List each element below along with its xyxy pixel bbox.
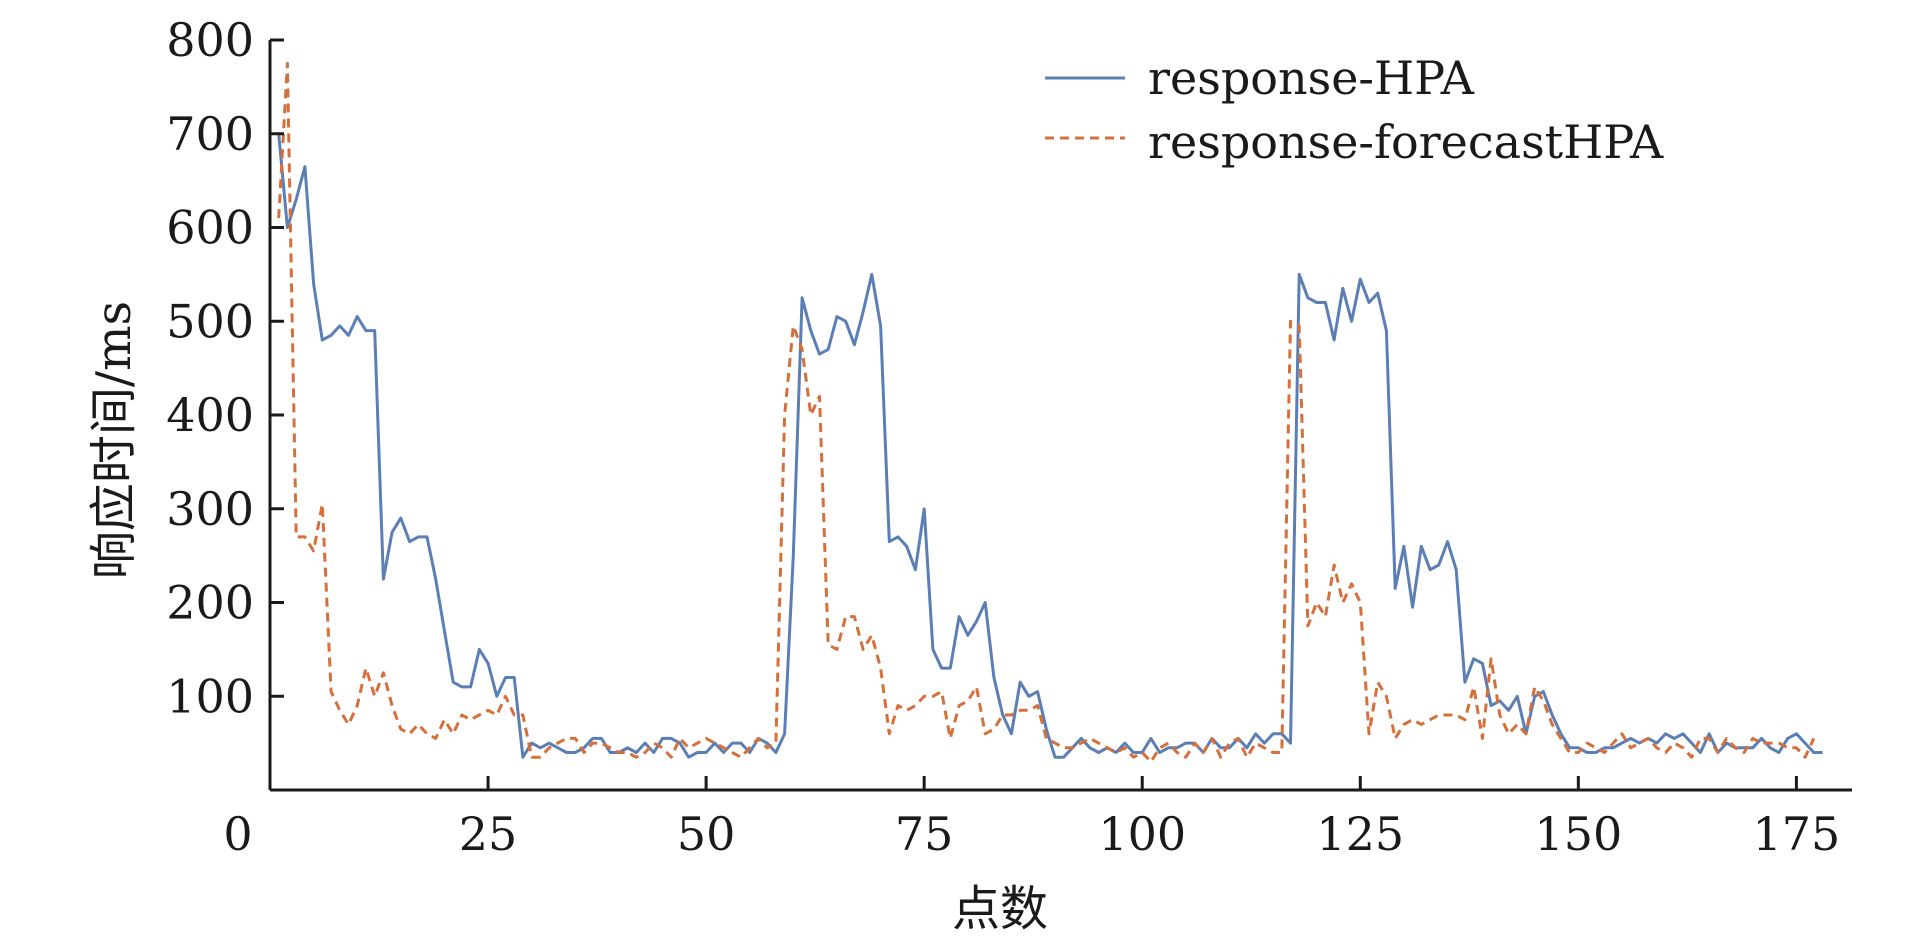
y-tick-label: 600 bbox=[166, 201, 254, 255]
plot-lines bbox=[277, 61, 1823, 764]
x-tick-label: 25 bbox=[459, 807, 518, 861]
x-tick-label: 125 bbox=[1316, 807, 1404, 861]
x-tick-label: 0 bbox=[223, 807, 252, 861]
x-tick-label: 150 bbox=[1534, 807, 1622, 861]
y-tick-label: 400 bbox=[166, 388, 254, 442]
x-ticks: 0 25 50 75 100 125 150 175 bbox=[223, 776, 1840, 861]
y-tick-label: 100 bbox=[166, 669, 254, 723]
legend: response-HPA response-forecastHPA bbox=[1045, 51, 1664, 169]
y-ticks: 100 200 300 400 500 600 700 800 bbox=[166, 13, 284, 723]
y-tick-label: 700 bbox=[166, 107, 254, 161]
series-line-response-hpa bbox=[277, 133, 1823, 759]
y-tick-label: 500 bbox=[166, 294, 254, 348]
series-line-response-forecasthpa bbox=[277, 61, 1816, 764]
y-tick-label: 200 bbox=[166, 576, 254, 630]
x-tick-label: 100 bbox=[1098, 807, 1186, 861]
y-axis-title: 响应时间/ms bbox=[86, 301, 142, 579]
legend-label-response-hpa: response-HPA bbox=[1148, 51, 1475, 105]
x-axis-title: 点数 bbox=[952, 881, 1048, 937]
y-tick-label: 800 bbox=[166, 13, 254, 67]
x-tick-label: 75 bbox=[895, 807, 954, 861]
x-tick-label: 175 bbox=[1752, 807, 1840, 861]
legend-label-response-forecasthpa: response-forecastHPA bbox=[1148, 115, 1664, 169]
y-tick-label: 300 bbox=[166, 482, 254, 536]
x-tick-label: 50 bbox=[677, 807, 736, 861]
